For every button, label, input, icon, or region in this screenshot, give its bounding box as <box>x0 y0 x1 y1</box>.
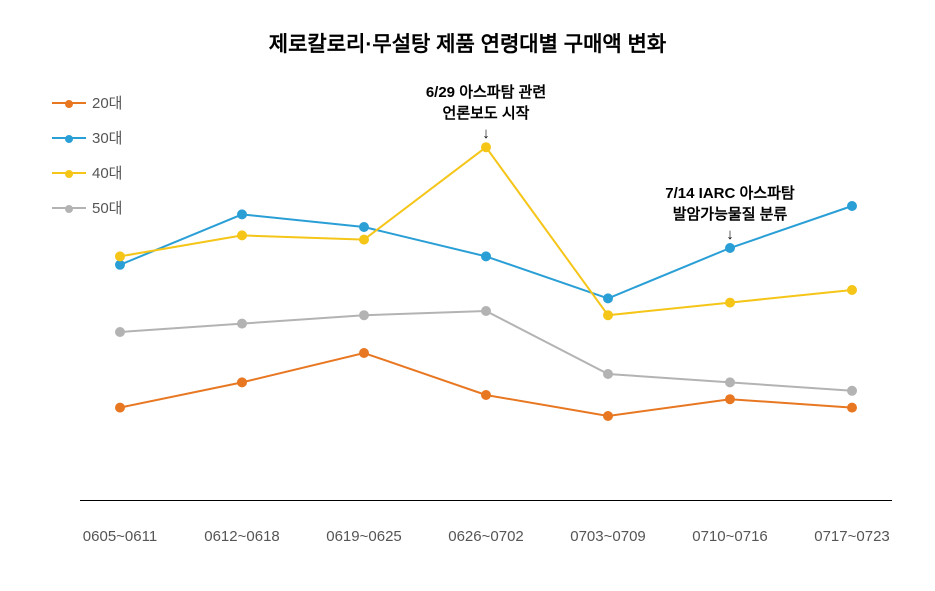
series-marker-20대 <box>848 404 856 412</box>
series-marker-50대 <box>604 370 612 378</box>
series-marker-40대 <box>116 252 124 260</box>
down-arrow-icon: ↓ <box>426 125 546 142</box>
series-marker-20대 <box>116 404 124 412</box>
series-marker-20대 <box>238 378 246 386</box>
x-tick-label: 0626~0702 <box>448 528 524 545</box>
series-marker-40대 <box>238 231 246 239</box>
series-marker-50대 <box>116 328 124 336</box>
annotation-line: 발암가능물질 분류 <box>665 203 794 224</box>
series-marker-40대 <box>848 286 856 294</box>
series-marker-20대 <box>482 391 490 399</box>
series-line-50대 <box>120 311 852 391</box>
series-marker-20대 <box>360 349 368 357</box>
down-arrow-icon: ↓ <box>665 226 794 243</box>
x-tick-label: 0619~0625 <box>326 528 402 545</box>
x-axis <box>80 500 892 501</box>
series-marker-30대 <box>482 252 490 260</box>
series-marker-50대 <box>360 311 368 319</box>
series-marker-40대 <box>726 299 734 307</box>
series-marker-20대 <box>604 412 612 420</box>
series-marker-50대 <box>238 320 246 328</box>
series-marker-30대 <box>238 210 246 218</box>
annotation: 7/14 IARC 아스파탐발암가능물질 분류 ↓ <box>665 182 794 243</box>
series-marker-50대 <box>482 307 490 315</box>
series-marker-30대 <box>604 294 612 302</box>
annotation-line: 7/14 IARC 아스파탐 <box>665 182 794 203</box>
series-marker-30대 <box>848 202 856 210</box>
annotation: 6/29 아스파탐 관련언론보도 시작 ↓ <box>426 81 546 142</box>
series-marker-50대 <box>848 387 856 395</box>
series-marker-30대 <box>726 244 734 252</box>
series-marker-30대 <box>360 223 368 231</box>
series-marker-50대 <box>726 378 734 386</box>
series-line-20대 <box>120 353 852 416</box>
x-tick-label: 0612~0618 <box>204 528 280 545</box>
x-tick-label: 0605~0611 <box>83 528 157 545</box>
annotation-line: 6/29 아스파탐 관련 <box>426 81 546 102</box>
annotation-line: 언론보도 시작 <box>426 102 546 123</box>
series-marker-40대 <box>360 236 368 244</box>
series-marker-20대 <box>726 395 734 403</box>
series-marker-30대 <box>116 261 124 269</box>
x-tick-label: 0717~0723 <box>814 528 890 545</box>
series-marker-40대 <box>482 143 490 151</box>
series-marker-40대 <box>604 311 612 319</box>
x-tick-label: 0710~0716 <box>692 528 768 545</box>
x-tick-label: 0703~0709 <box>570 528 646 545</box>
